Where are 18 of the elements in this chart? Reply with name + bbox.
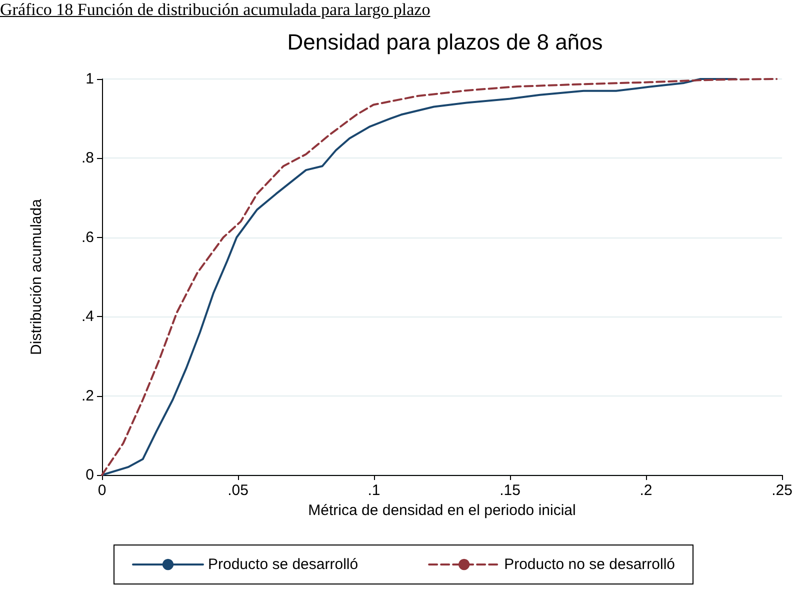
y-axis-title: Distribución acumulada — [28, 198, 45, 355]
chart-title: Densidad para plazos de 8 años — [287, 30, 603, 54]
y-tick-label: 1 — [86, 70, 94, 88]
y-tick-label: .6 — [81, 228, 94, 246]
x-tick-label: .1 — [368, 482, 380, 499]
y-tick-label: 0 — [86, 466, 94, 484]
text: Gráfico 18 Función de distribución acumulada para largo plazo — [0, 0, 430, 20]
x-tick-label: .15 — [500, 482, 520, 499]
x-tick-label: 0 — [98, 482, 106, 499]
y-tick-label: .4 — [81, 308, 94, 326]
y-tick-label: .2 — [81, 387, 94, 404]
y-tick-label: .8 — [81, 150, 94, 167]
legend-label: Producto no se desarrolló — [504, 556, 676, 573]
x-tick-label: .2 — [640, 482, 652, 499]
legend-label: Producto se desarrolló — [208, 556, 358, 573]
x-tick-label: .25 — [772, 482, 792, 499]
x-axis-title: Métrica de densidad en el periodo inicial — [308, 502, 576, 519]
x-tick-label: .05 — [228, 482, 248, 499]
